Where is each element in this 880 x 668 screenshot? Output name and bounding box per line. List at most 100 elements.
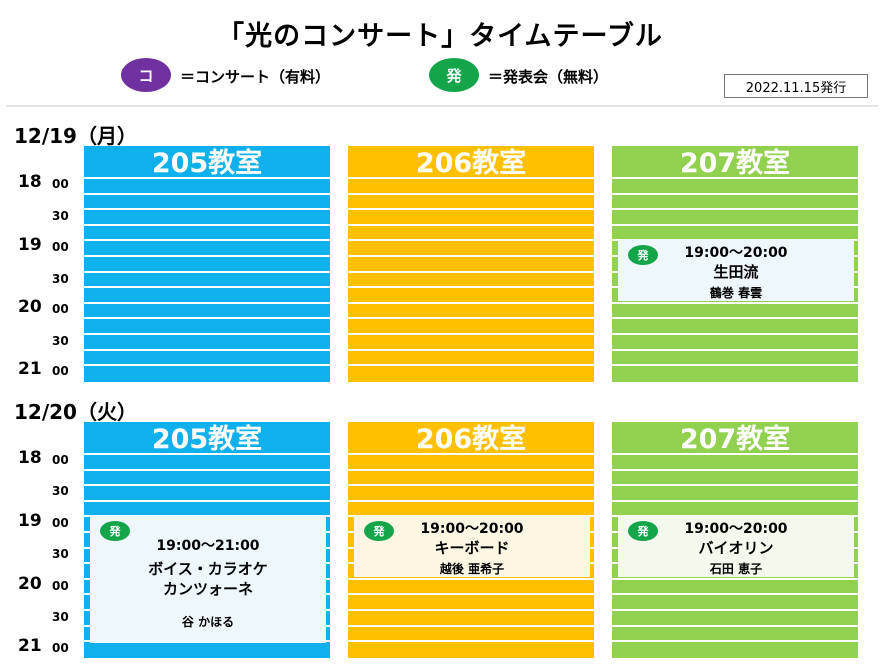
grid-line (84, 192, 330, 195)
grid-line (84, 239, 330, 242)
grid-line (348, 223, 594, 226)
concert-legend-text: ＝コンサート（有料） (180, 68, 331, 86)
event-title-line1: ボイス・カラオケ (148, 560, 268, 578)
day2-date: 12/20（火） (14, 400, 137, 424)
grid-line (612, 364, 858, 367)
time-label: 00 (52, 177, 69, 191)
presentation-badge: 発 (628, 521, 658, 541)
time-label: 20 (18, 574, 42, 594)
grid-line (612, 593, 858, 596)
grid-line (348, 484, 594, 487)
time-label: 30 (52, 272, 69, 286)
grid-line (84, 270, 330, 273)
time-label: 19 (18, 235, 42, 255)
time-label: 00 (52, 302, 69, 316)
time-label: 19 (18, 511, 42, 531)
grid-line (348, 192, 594, 195)
event-title-line2: カンツォーネ (162, 580, 253, 598)
grid-line (612, 317, 858, 320)
day1-room-207-column: 207教室 発 19:00～20:00 生田流 鶴巻 春雲 (612, 146, 858, 382)
grid-line (348, 270, 594, 273)
header-divider (6, 105, 878, 107)
grid-line (612, 640, 858, 643)
event-title: バイオリン (698, 539, 774, 557)
event-performer: 石田 恵子 (709, 562, 763, 576)
grid-line (612, 577, 858, 580)
grid-line (612, 609, 858, 611)
time-label: 30 (52, 209, 69, 223)
grid-line (84, 223, 330, 226)
grid-line (84, 348, 330, 351)
grid-line (348, 453, 594, 455)
day2-room-207-column: 207教室 発 19:00～20:00 バイオリン 石田 恵子 (612, 422, 858, 658)
grid-line (348, 255, 594, 257)
time-label: 30 (52, 334, 69, 348)
room-header: 207教室 (679, 424, 791, 455)
time-label: 30 (52, 484, 69, 498)
time-label: 00 (52, 240, 69, 254)
grid-line (348, 499, 594, 502)
grid-line (612, 348, 858, 351)
presentation-badge: 発 (429, 58, 479, 92)
grid-line (84, 333, 330, 335)
event-card[interactable]: 発 19:00～20:00 バイオリン 石田 恵子 (618, 515, 854, 577)
grid-line (84, 499, 330, 502)
time-label: 00 (52, 516, 69, 530)
room-header: 205教室 (151, 148, 263, 179)
grid-line (84, 484, 330, 487)
presentation-legend-text: ＝発表会（無料） (488, 68, 609, 86)
grid-line (348, 468, 594, 471)
room-header: 207教室 (679, 148, 791, 179)
grid-line (348, 364, 594, 367)
event-title: キーボード (434, 539, 510, 557)
grid-line (612, 624, 858, 627)
grid-line (348, 577, 594, 580)
event-card[interactable]: 発 19:00～20:00 生田流 鶴巻 春雲 (618, 239, 854, 301)
time-label: 00 (52, 453, 69, 467)
grid-line (84, 286, 330, 289)
grid-line (612, 333, 858, 335)
time-label: 21 (18, 636, 42, 656)
page-title: 「光のコンサート」タイムテーブル (217, 21, 663, 52)
grid-line (612, 208, 858, 211)
time-label: 00 (52, 579, 69, 593)
grid-line (84, 255, 330, 257)
event-time: 19:00～20:00 (684, 521, 788, 537)
event-card[interactable]: 発 19:00～21:00 ボイス・カラオケ カンツォーネ 谷 かほる (90, 515, 326, 643)
issued-date: 2022.11.15発行 (724, 74, 868, 98)
event-time: 19:00～21:00 (156, 538, 260, 554)
grid-line (612, 301, 858, 304)
grid-line (84, 317, 330, 320)
grid-line (348, 624, 594, 627)
grid-line (84, 177, 330, 179)
grid-line (348, 348, 594, 351)
day2-room-206-column: 206教室 発 19:00～20:00 キーボード 越後 亜希子 (348, 422, 594, 658)
grid-line (612, 192, 858, 195)
concert-badge: コ (121, 58, 171, 92)
time-label: 18 (18, 448, 42, 468)
presentation-badge: 発 (364, 521, 394, 541)
day1-room-206-column: 206教室 (348, 146, 594, 382)
event-title: 生田流 (713, 263, 759, 281)
grid-line (348, 239, 594, 242)
grid-line (84, 208, 330, 211)
grid-line (348, 177, 594, 179)
time-label: 18 (18, 172, 42, 192)
event-time: 19:00～20:00 (684, 245, 788, 261)
grid-line (84, 364, 330, 367)
room-header: 206教室 (415, 148, 527, 179)
grid-line (612, 177, 858, 179)
grid-line (348, 317, 594, 320)
grid-line (612, 484, 858, 487)
grid-line (348, 333, 594, 335)
event-card[interactable]: 発 19:00～20:00 キーボード 越後 亜希子 (354, 515, 590, 577)
time-label: 00 (52, 364, 69, 378)
event-performer: 鶴巻 春雲 (709, 286, 763, 300)
grid-line (348, 286, 594, 289)
time-label: 30 (52, 547, 69, 561)
event-performer: 谷 かほる (181, 615, 235, 629)
grid-line (348, 208, 594, 211)
presentation-badge: 発 (628, 245, 658, 265)
room-header: 206教室 (415, 424, 527, 455)
grid-line (612, 453, 858, 455)
